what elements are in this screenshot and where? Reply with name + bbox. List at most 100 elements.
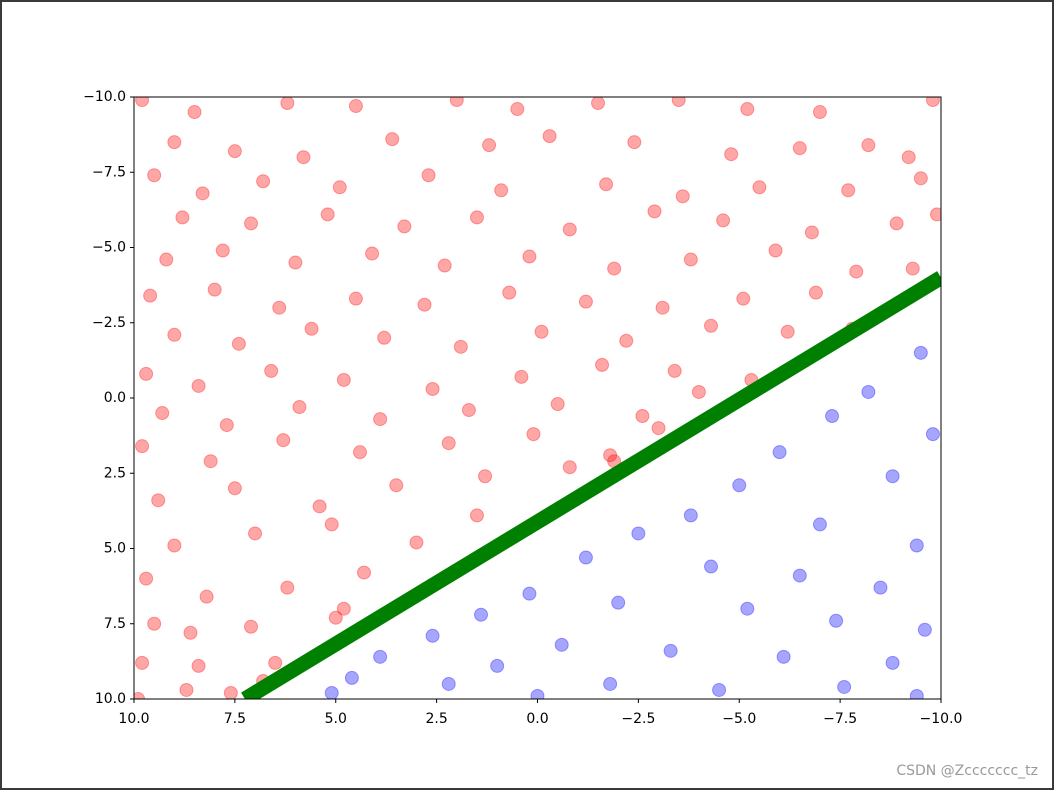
point xyxy=(288,255,303,270)
point xyxy=(280,97,295,111)
point xyxy=(417,297,432,312)
point xyxy=(159,252,174,267)
point xyxy=(147,616,162,631)
point xyxy=(913,171,928,186)
point xyxy=(397,219,412,234)
point xyxy=(135,439,150,454)
y-tick-label: 2.5 xyxy=(104,465,126,481)
point xyxy=(925,427,940,442)
point xyxy=(292,400,307,415)
point xyxy=(627,135,642,150)
point xyxy=(740,601,755,616)
point xyxy=(885,469,900,484)
point xyxy=(167,327,182,342)
point xyxy=(889,216,904,231)
point xyxy=(841,183,856,198)
point xyxy=(691,384,706,399)
point xyxy=(336,372,351,387)
point xyxy=(837,679,852,694)
point xyxy=(373,649,388,664)
point xyxy=(929,207,941,222)
point xyxy=(385,132,400,147)
point xyxy=(344,670,359,685)
point xyxy=(768,243,783,258)
point xyxy=(296,150,311,165)
point xyxy=(256,174,271,189)
point xyxy=(861,384,876,399)
point xyxy=(909,538,924,553)
point xyxy=(704,559,719,574)
point xyxy=(667,363,682,378)
x-tick-label: 2.5 xyxy=(425,711,447,727)
point xyxy=(441,676,456,691)
point xyxy=(348,99,363,114)
point xyxy=(332,180,347,195)
watermark: CSDN @Zccccccc_tz xyxy=(896,763,1038,779)
point xyxy=(901,150,916,165)
point xyxy=(139,571,154,586)
point xyxy=(812,105,827,120)
point xyxy=(195,186,210,201)
point xyxy=(227,481,242,496)
point xyxy=(268,655,283,670)
point xyxy=(712,682,727,697)
point xyxy=(320,207,335,222)
point xyxy=(829,613,844,628)
point xyxy=(752,180,767,195)
point xyxy=(134,692,146,699)
point xyxy=(167,135,182,150)
point xyxy=(510,102,525,117)
point xyxy=(324,685,339,699)
y-tick-label: −5.0 xyxy=(92,240,126,256)
point xyxy=(502,285,517,300)
point xyxy=(191,378,206,393)
point xyxy=(675,189,690,204)
point xyxy=(554,637,569,652)
point xyxy=(849,264,864,279)
point xyxy=(825,409,840,424)
point xyxy=(651,421,666,436)
point xyxy=(522,586,537,601)
point xyxy=(635,409,650,424)
x-tick-label: 7.5 xyxy=(224,711,246,727)
point xyxy=(348,291,363,306)
point xyxy=(215,243,230,258)
x-tick-label: 5.0 xyxy=(325,711,347,727)
point xyxy=(740,102,755,117)
point xyxy=(421,168,436,183)
point xyxy=(732,478,747,493)
point xyxy=(716,213,731,228)
point xyxy=(425,381,440,396)
point xyxy=(631,526,646,541)
point xyxy=(909,688,924,699)
point xyxy=(425,628,440,643)
point xyxy=(663,643,678,658)
point xyxy=(490,658,505,673)
point xyxy=(352,445,367,460)
point xyxy=(183,625,198,640)
point xyxy=(365,246,380,261)
point xyxy=(522,249,537,264)
point xyxy=(461,403,476,418)
point xyxy=(647,204,662,219)
point xyxy=(704,318,719,333)
point xyxy=(792,141,807,156)
point xyxy=(135,655,150,670)
point xyxy=(312,499,327,514)
point xyxy=(808,285,823,300)
point xyxy=(925,97,940,108)
point xyxy=(175,210,190,225)
point xyxy=(671,97,686,108)
y-tick-label: −2.5 xyxy=(92,315,126,331)
point xyxy=(324,517,339,532)
x-tick-label: −7.5 xyxy=(823,711,857,727)
x-tick-label: −5.0 xyxy=(722,711,756,727)
point xyxy=(135,97,150,108)
point xyxy=(603,676,618,691)
point xyxy=(336,601,351,616)
point xyxy=(542,129,557,144)
plot-area xyxy=(134,97,941,699)
point xyxy=(143,288,158,303)
point xyxy=(147,168,162,183)
